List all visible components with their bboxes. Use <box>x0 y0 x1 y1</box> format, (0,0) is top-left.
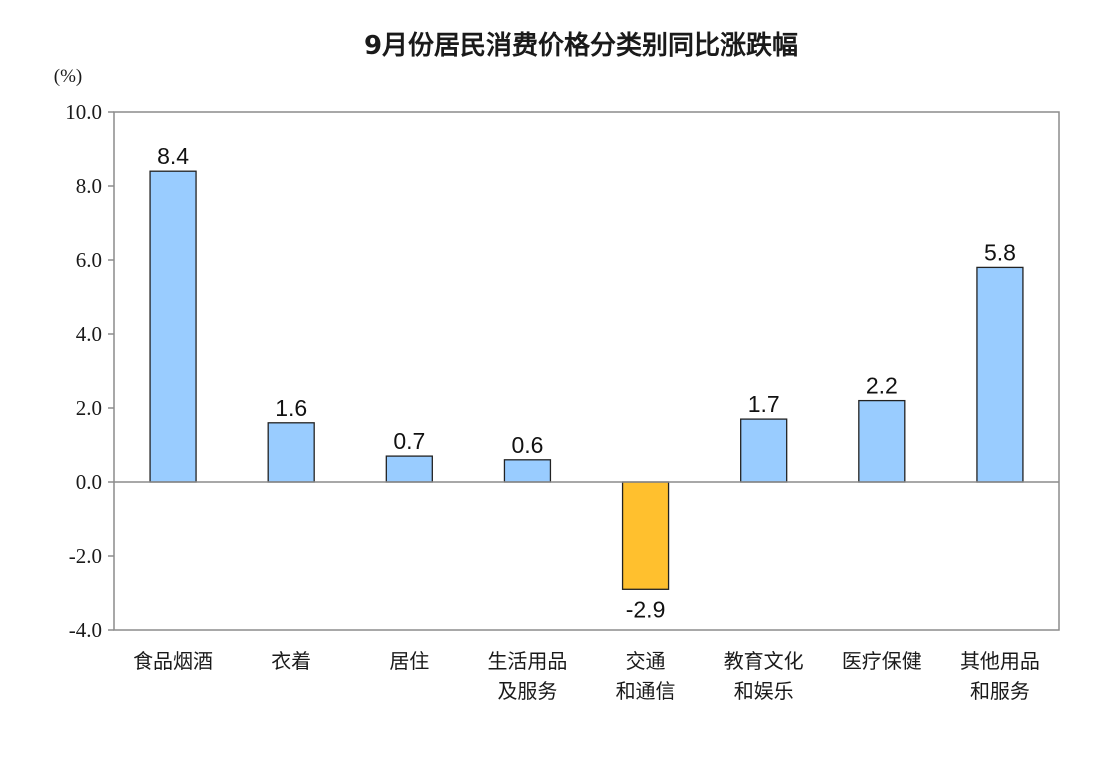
bar <box>503 459 552 483</box>
y-tick-label: 2.0 <box>76 396 102 420</box>
x-tick-label: 医疗保健 <box>842 649 922 673</box>
y-tick-label: 6.0 <box>76 248 102 272</box>
x-tick-label: 食品烟酒 <box>133 649 213 673</box>
y-tick-label: -4.0 <box>69 618 102 642</box>
bar <box>621 481 670 590</box>
data-label: -2.9 <box>626 596 666 622</box>
data-label: 1.6 <box>275 395 307 421</box>
x-tick-label: 和通信 <box>616 679 676 703</box>
data-label: 0.6 <box>511 432 543 458</box>
unit-label: (%) <box>54 66 82 87</box>
bar <box>267 422 315 483</box>
y-axis: 10.0 8.0 6.0 4.0 2.0 0.0 -2.0 -4.0 <box>65 100 114 642</box>
plot-frame <box>113 111 1060 631</box>
x-tick-label: 交通 <box>626 649 666 673</box>
x-tick-label: 衣着 <box>271 649 311 673</box>
bar <box>385 455 433 483</box>
bars <box>149 170 1024 590</box>
data-label: 2.2 <box>866 373 898 399</box>
x-tick-label: 和娱乐 <box>734 679 794 703</box>
data-label: 8.4 <box>157 143 189 169</box>
x-tick-label: 及服务 <box>497 679 557 703</box>
bar <box>858 399 906 483</box>
y-tick-label: 8.0 <box>76 174 102 198</box>
x-tick-label: 其他用品 <box>960 649 1040 673</box>
data-label: 5.8 <box>984 239 1016 265</box>
y-tick-label: -2.0 <box>69 544 102 568</box>
chart-title: 9月份居民消费价格分类别同比涨跌幅 <box>364 30 798 61</box>
data-label: 1.7 <box>748 391 780 417</box>
y-tick-label: 0.0 <box>76 470 102 494</box>
bar <box>149 170 197 483</box>
x-tick-label: 和服务 <box>970 679 1030 703</box>
x-tick-label: 教育文化 <box>724 649 804 673</box>
y-tick-label: 10.0 <box>65 100 102 124</box>
bar <box>740 418 788 483</box>
data-labels: 8.4 1.6 0.7 0.6 -2.9 1.7 2.2 5.8 <box>157 143 1016 622</box>
y-tick-label: 4.0 <box>76 322 102 346</box>
x-tick-label: 居住 <box>389 649 429 673</box>
x-tick-label: 生活用品 <box>487 649 567 673</box>
bar <box>976 266 1024 483</box>
data-label: 0.7 <box>393 428 425 454</box>
